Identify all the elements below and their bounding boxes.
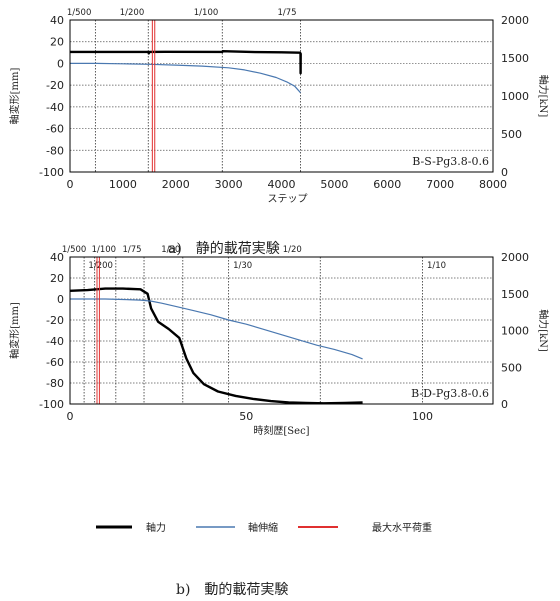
y2-tick-label: 0 [501,166,508,179]
plot-frame [69,256,494,405]
y-tick-label: 0 [57,57,64,70]
y-tick-label: -60 [46,356,64,369]
y-tick-label: -40 [46,101,64,114]
series-line-axial-strain [70,298,363,360]
drift-marker-label: 1/75 [122,245,141,255]
drift-marker-label: 1/100 [194,8,219,18]
drift-marker-label: 1/100 [92,245,117,255]
series-line-axial-strain [70,62,301,94]
y-tick-label: 20 [50,272,64,285]
legend: 軸力 軸伸縮 最大水平荷重 [96,521,432,534]
legend-label-axial-strain: 軸伸縮 [248,521,278,534]
x-tick-label: 4000 [268,178,296,191]
series-line-axial-force [70,50,302,75]
legend-label-axial-force: 軸力 [146,521,166,534]
drift-marker-label: 1/200 [88,261,113,271]
y2-axis-label: 軸力[kN] [537,75,550,118]
drift-marker-label: 1/200 [120,8,145,18]
y-tick-label: 20 [50,36,64,49]
y-tick-label: 40 [50,251,64,264]
drift-marker-label: 1/50 [161,245,180,255]
y2-tick-label: 2000 [501,251,529,264]
drift-marker-label: 1/75 [277,8,296,18]
x-tick-label: 100 [412,410,433,423]
chart-dynamic-loading: -100 -80 -60 -40 -20 0 20 40 0 500 1000 1500 2000 0 50… [8,245,550,437]
x-tick-label: 6000 [373,178,401,191]
y2-tick-label: 1000 [501,90,529,103]
x-tick-label: 0 [67,178,74,191]
drift-marker-label: 1/500 [62,245,87,255]
y-tick-label: 0 [57,293,64,306]
drift-marker-label: 1/10 [427,261,446,271]
y-tick-label: -100 [39,398,64,411]
x-tick-label: 8000 [479,178,507,191]
y-tick-label: -100 [39,166,64,179]
specimen-label: B-S-Pg3.8-0.6 [412,155,489,168]
y-tick-label: -20 [46,79,64,92]
y2-tick-label: 0 [501,398,508,411]
y-tick-label: -60 [46,123,64,136]
y-tick-label: -40 [46,335,64,348]
plot-frame [69,19,494,173]
caption-b: b) 動的載荷実験 [176,582,288,598]
chart-static-loading: -100 -80 -60 -40 -20 0 20 40 0 500 1000 1500 2000 0 10… [8,8,550,205]
x-tick-label: 50 [239,410,253,423]
y-tick-label: -80 [46,377,64,390]
y2-tick-label: 1500 [501,288,529,301]
x-tick-label: 0 [67,410,74,423]
caption-a: a) 静的載荷実験 [168,241,280,257]
x-axis-label: ステップ [268,193,308,205]
y2-tick-label: 1000 [501,325,529,338]
y-tick-label: -80 [46,144,64,157]
specimen-label: B-D-Pg3.8-0.6 [411,387,489,400]
y2-tick-label: 1500 [501,52,529,65]
x-axis-label: 時刻歴[Sec] [253,424,309,437]
y2-axis-label: 軸力[kN] [537,309,550,352]
x-tick-label: 3000 [215,178,243,191]
y-tick-label: 40 [50,14,64,27]
x-tick-label: 7000 [426,178,454,191]
x-tick-label: 2000 [162,178,190,191]
y-tick-label: -20 [46,314,64,327]
y2-tick-label: 500 [501,361,522,374]
y2-tick-label: 500 [501,128,522,141]
series-line-axial-force [69,287,363,405]
x-tick-label: 1000 [109,178,137,191]
legend-label-max-horizontal-load: 最大水平荷重 [372,521,432,534]
x-tick-label: 5000 [320,178,348,191]
drift-marker-label: 1/30 [233,261,252,271]
y-axis-label: 軸変形[mm] [8,302,21,359]
y2-tick-label: 2000 [501,14,529,27]
drift-marker-label: 1/500 [67,8,92,18]
y-axis-label: 軸変形[mm] [8,68,21,125]
drift-marker-label: 1/20 [283,245,302,255]
